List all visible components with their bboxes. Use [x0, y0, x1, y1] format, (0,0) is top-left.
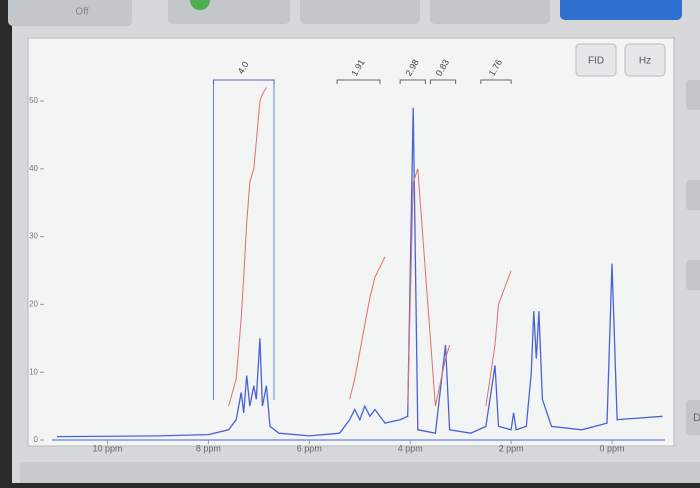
integral-bracket: [336, 79, 381, 84]
button-label: FID: [588, 56, 604, 67]
integral-region: [213, 79, 275, 400]
button[interactable]: [168, 0, 290, 24]
x-tick-label: 10 ppm: [92, 443, 122, 453]
x-tick-label: 0 ppm: [600, 443, 625, 453]
bottom-bar: [20, 462, 700, 488]
side-button[interactable]: [686, 260, 700, 290]
plot-area: [27, 37, 675, 447]
side-button[interactable]: [686, 80, 700, 110]
x-tick-label: 8 ppm: [196, 443, 221, 453]
button-label: Hz: [639, 56, 651, 67]
button[interactable]: [575, 43, 617, 77]
y-tick-label: 20: [29, 300, 38, 309]
side-button[interactable]: [686, 400, 700, 435]
x-tick-label: 2 ppm: [499, 443, 524, 453]
button[interactable]: [624, 43, 666, 77]
side-button-label: D: [693, 412, 700, 424]
side-button[interactable]: [686, 180, 700, 210]
x-tick-label: 6 ppm: [297, 443, 322, 453]
spectrum: [56, 107, 663, 438]
y-tick-label: 30: [29, 232, 38, 241]
y-tick-label: 10: [29, 367, 38, 376]
y-tick-label: 50: [29, 96, 38, 105]
button[interactable]: [430, 0, 550, 24]
button[interactable]: [8, 0, 132, 26]
integral-curve: [228, 87, 512, 407]
button-label: Off: [75, 7, 88, 18]
button[interactable]: [300, 0, 420, 24]
y-tick-label: 40: [29, 164, 38, 173]
x-tick-label: 4 ppm: [398, 443, 423, 453]
integral-bracket: [429, 79, 457, 84]
button[interactable]: [560, 0, 682, 20]
integral-bracket: [399, 79, 426, 84]
y-tick-label: 0: [34, 435, 39, 444]
status-dot: [190, 0, 210, 10]
integral-bracket: [480, 79, 512, 84]
